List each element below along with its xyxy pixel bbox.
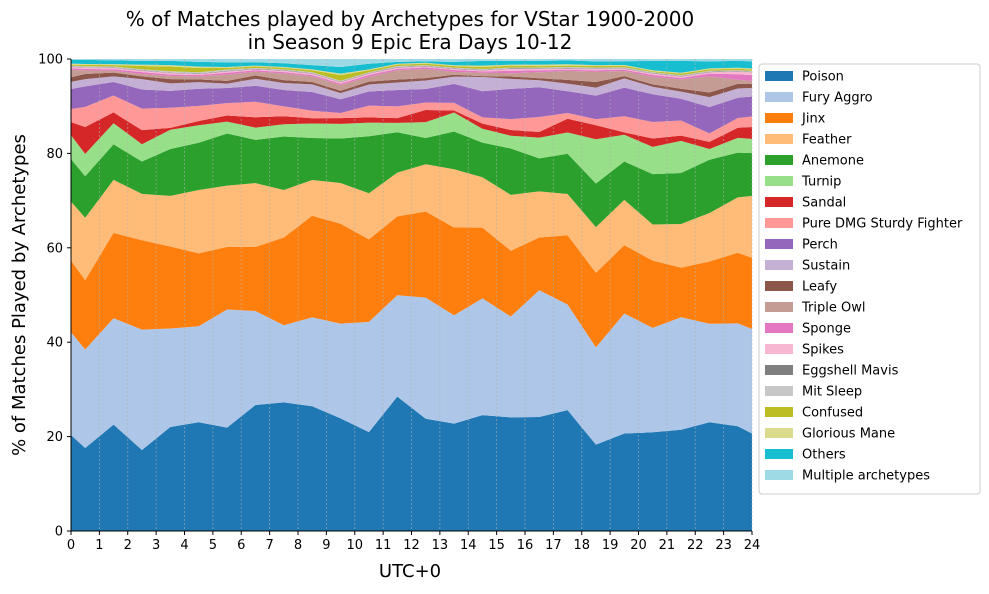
- legend-swatch: [765, 176, 793, 186]
- legend-label: Others: [802, 448, 846, 463]
- legend-label: Sponge: [802, 322, 851, 337]
- x-tick-label: 6: [237, 538, 245, 553]
- legend-label: Sustain: [802, 259, 850, 274]
- legend-swatch: [765, 302, 793, 312]
- legend-swatch: [765, 449, 793, 459]
- legend-swatch: [765, 197, 793, 207]
- area-glorious-mane: [71, 62, 752, 76]
- area-multiple-archetypes: [71, 59, 752, 68]
- x-tick-label: 15: [488, 538, 505, 553]
- legend-swatch: [765, 386, 793, 396]
- legend-label: Glorious Mane: [802, 427, 895, 442]
- x-tick-label: 8: [294, 538, 302, 553]
- legend-swatch: [765, 407, 793, 417]
- x-tick-label: 24: [744, 538, 761, 553]
- legend-label: Confused: [802, 406, 863, 421]
- y-tick-label: 0: [55, 525, 63, 540]
- area-perch: [71, 81, 752, 134]
- legend-swatch: [765, 344, 793, 354]
- x-tick-label: 7: [265, 538, 273, 553]
- legend-label: Anemone: [802, 154, 864, 169]
- x-tick-label: 1: [95, 538, 103, 553]
- legend-label: Mit Sleep: [802, 385, 862, 400]
- x-tick-label: 3: [152, 538, 160, 553]
- chart-title-line-2: in Season 9 Epic Era Days 10-12: [248, 30, 573, 54]
- x-tick-label: 9: [322, 538, 330, 553]
- legend-label: Eggshell Mavis: [802, 364, 899, 379]
- legend-swatch: [765, 113, 793, 123]
- legend-swatch: [765, 92, 793, 102]
- legend-label: Leafy: [802, 280, 837, 295]
- vertical-gridlines: [70, 59, 753, 531]
- legend-label: Fury Aggro: [802, 91, 873, 106]
- area-fury-aggro: [71, 290, 752, 450]
- legend-label: Perch: [802, 238, 838, 253]
- legend-swatch: [765, 239, 793, 249]
- x-tick-label: 19: [602, 538, 619, 553]
- legend-swatch: [765, 71, 793, 81]
- x-axis-label: UTC+0: [379, 561, 441, 582]
- legend-label: Multiple archetypes: [802, 469, 930, 484]
- area-leafy: [71, 72, 752, 98]
- legend-label: Triple Owl: [801, 301, 865, 316]
- legend-swatch: [765, 134, 793, 144]
- y-tick-label: 100: [38, 53, 63, 68]
- y-tick-label: 60: [46, 241, 63, 256]
- x-tick-label: 14: [460, 538, 477, 553]
- area-mit-sleep: [71, 65, 752, 82]
- area-spikes: [71, 66, 752, 84]
- legend-swatch: [765, 218, 793, 228]
- x-tick-label: 11: [375, 538, 392, 553]
- legend-swatch: [765, 365, 793, 375]
- legend-label: Feather: [802, 133, 852, 148]
- area-eggshell-mavis: [71, 66, 752, 83]
- legend-label: Spikes: [802, 343, 844, 358]
- x-tick-label: 10: [346, 538, 363, 553]
- legend-label: Poison: [802, 70, 844, 85]
- x-tick-label: 12: [403, 538, 420, 553]
- x-tick-label: 23: [715, 538, 732, 553]
- axes: 0 1 2 3 4 5 6 7 8 9 10 11 12 13 14 15 16 17 18 19 20 21 22 23 24…: [38, 53, 760, 554]
- y-axis-label: % of Matches Played by Archetypes: [9, 134, 30, 456]
- legend-frame: [758, 63, 981, 495]
- area-triple-owl: [71, 68, 752, 93]
- x-tick-label: 4: [180, 538, 188, 553]
- x-tick-label: 17: [545, 538, 562, 553]
- legend-label: Pure DMG Sturdy Fighter: [802, 217, 963, 232]
- x-tick-label: 13: [432, 538, 449, 553]
- y-tick-label: 20: [46, 430, 63, 445]
- chart-title-line-1: % of Matches played by Archetypes for VS…: [126, 7, 695, 31]
- area-turnip: [71, 112, 752, 184]
- legend-label: Turnip: [801, 175, 841, 190]
- x-tick-label: 22: [687, 538, 704, 553]
- legend-swatch: [765, 155, 793, 165]
- legend: Poison Fury Aggro Jinx Feather Anemone Turnip…: [758, 63, 981, 495]
- x-tick-label: 2: [124, 538, 132, 553]
- legend-swatch: [765, 470, 793, 480]
- y-tick-label: 80: [46, 147, 63, 162]
- x-tick-label: 0: [67, 538, 75, 553]
- legend-label: Jinx: [801, 112, 826, 127]
- legend-swatch: [765, 428, 793, 438]
- legend-swatch: [765, 323, 793, 333]
- x-tick-label: 21: [659, 538, 676, 553]
- y-tick-label: 40: [46, 336, 63, 351]
- x-tick-label: 18: [573, 538, 590, 553]
- x-tick-label: 5: [209, 538, 217, 553]
- x-tick-label: 20: [630, 538, 647, 553]
- legend-swatch: [765, 260, 793, 270]
- legend-swatch: [765, 281, 793, 291]
- legend-label: Sandal: [802, 196, 846, 211]
- x-tick-label: 16: [517, 538, 534, 553]
